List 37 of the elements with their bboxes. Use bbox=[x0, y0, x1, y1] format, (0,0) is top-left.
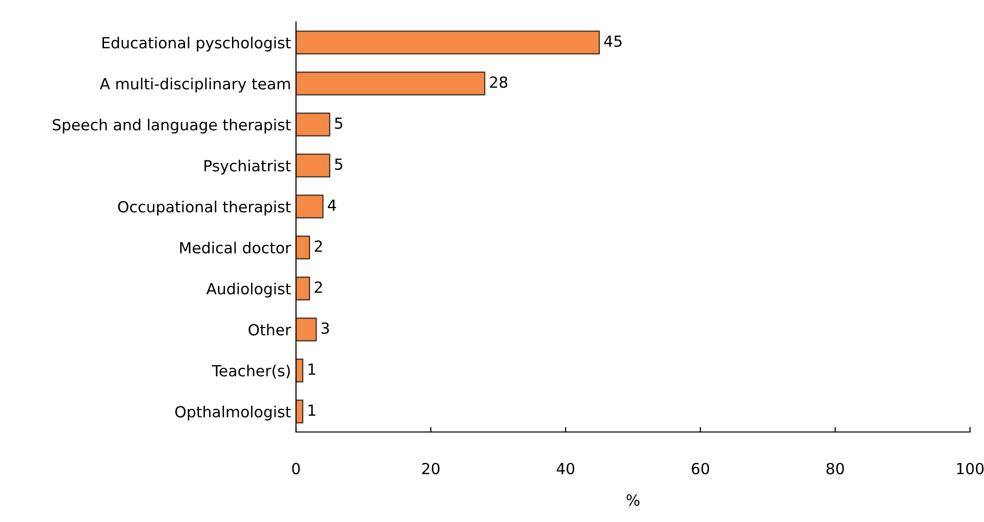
y-tick-label: Opthalmologist bbox=[175, 406, 291, 420]
y-tick-label: Other bbox=[248, 324, 292, 336]
y-tick-label: Audiologist bbox=[206, 282, 291, 298]
data-label: 5 bbox=[335, 158, 342, 170]
y-tick-label: Occupational therapist bbox=[118, 200, 291, 216]
data-label: 28 bbox=[490, 76, 508, 88]
bar bbox=[296, 154, 330, 178]
data-label: 45 bbox=[604, 36, 622, 47]
data-label: 1 bbox=[308, 404, 316, 416]
y-tick-label: Educational pyschologist bbox=[102, 36, 291, 52]
x-axis-title: % bbox=[626, 494, 640, 506]
y-tick-label: Medical doctor bbox=[180, 242, 292, 254]
bar bbox=[296, 194, 324, 218]
data-label: 2 bbox=[314, 281, 322, 293]
data-label: 5 bbox=[335, 118, 342, 129]
x-tick-label: 20 bbox=[422, 462, 440, 474]
bar bbox=[296, 30, 600, 54]
x-tick-label: 100 bbox=[957, 462, 984, 474]
y-tick-label: Speech and language therapist bbox=[52, 118, 291, 134]
bar bbox=[296, 112, 330, 136]
bar bbox=[296, 400, 304, 424]
y-tick-label: A multi-disciplinary team bbox=[100, 78, 290, 92]
data-label: 2 bbox=[314, 240, 322, 252]
bar bbox=[296, 358, 304, 382]
x-tick-label: 40 bbox=[556, 462, 574, 474]
data-label: 3 bbox=[322, 322, 329, 334]
data-label: 4 bbox=[328, 200, 336, 211]
bar bbox=[296, 276, 310, 300]
y-tick-label: Teacher(s) bbox=[212, 364, 290, 378]
data-label: 1 bbox=[308, 364, 316, 375]
y-tick-label: Psychiatrist bbox=[204, 160, 291, 174]
bar bbox=[296, 72, 486, 96]
x-tick-label: 80 bbox=[826, 462, 844, 474]
x-tick-label: 0 bbox=[292, 462, 300, 474]
bar bbox=[296, 236, 310, 260]
x-tick-label: 60 bbox=[692, 462, 710, 474]
bar bbox=[296, 318, 317, 342]
